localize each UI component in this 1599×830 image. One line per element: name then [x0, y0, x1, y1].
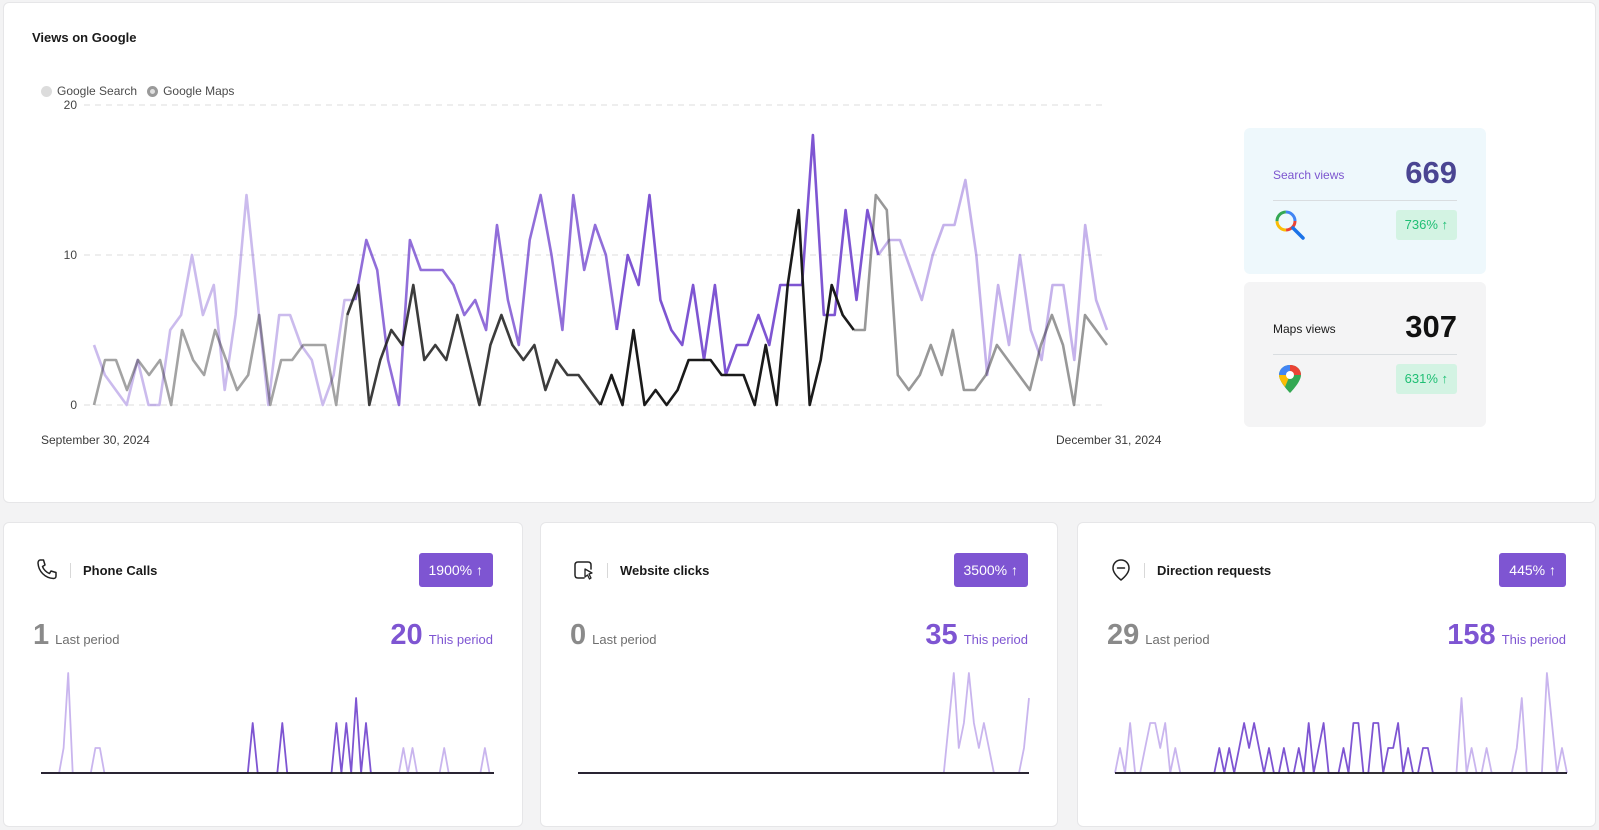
metric-change-badge: 445% ↑ [1499, 553, 1566, 587]
map-pin-icon [1279, 365, 1301, 393]
legend-dot-icon [41, 85, 52, 97]
last-period: 29 Last period [1107, 619, 1210, 652]
metric-change-badge: 3500% ↑ [953, 553, 1028, 587]
last-period-value: 0 [570, 619, 587, 651]
last-period-value: 1 [33, 619, 50, 651]
legend-dot-icon [147, 85, 159, 97]
website-click-icon [574, 561, 593, 580]
metric-sparkline [1114, 672, 1568, 774]
card-title: Views on Google [32, 30, 137, 45]
series-line-search [354, 193, 619, 407]
views-card: Views on Google Google Search Google Map… [3, 2, 1596, 503]
metric-title: Phone Calls [83, 563, 158, 578]
this-period-label: This period [1501, 632, 1566, 647]
chart-start-date: September 30, 2024 [41, 433, 150, 447]
last-period-label: Last period [1145, 632, 1210, 647]
divider [1144, 563, 1145, 578]
series-line-search [877, 178, 1109, 377]
chart-legend: Google Search Google Maps [41, 84, 244, 98]
divider [607, 563, 608, 578]
search-views-value: 669 [1405, 155, 1457, 190]
metric-sparkline [41, 672, 494, 774]
metric-change-badge: 1900% ↑ [418, 553, 493, 587]
maps-views-summary: Maps views 307 631% ↑ [1244, 282, 1486, 427]
last-period-label: Last period [592, 632, 657, 647]
search-views-summary: Search views 669 736% ↑ [1244, 128, 1486, 274]
series-line-maps [346, 283, 602, 407]
direction-icon [1112, 559, 1130, 581]
legend-label: Google Search [57, 84, 138, 98]
sparkline-current [1115, 722, 1567, 774]
this-period-value: 20 [390, 619, 423, 651]
series-line-search [615, 133, 880, 377]
legend-item-maps[interactable]: Google Maps [147, 84, 234, 98]
this-period-value: 158 [1447, 619, 1496, 651]
series-line-maps [599, 208, 855, 407]
this-period: 35 This period [925, 619, 1028, 652]
series-line-maps [853, 193, 1109, 407]
metric-sparkline [578, 672, 1030, 774]
metric-title: Direction requests [1157, 563, 1272, 578]
last-period-label: Last period [55, 632, 120, 647]
metric-title: Website clicks [620, 563, 710, 578]
legend-label: Google Maps [163, 84, 235, 98]
last-period-value: 29 [1107, 619, 1140, 651]
chart-end-date: December 31, 2024 [1056, 433, 1162, 447]
maps-views-value: 307 [1405, 309, 1457, 344]
maps-views-change-badge: 631% ↑ [1395, 364, 1457, 394]
this-period: 158 This period [1447, 619, 1566, 652]
divider [70, 563, 71, 578]
sparkline-previous [578, 672, 1030, 774]
maps-views-label: Maps views [1273, 322, 1336, 336]
legend-item-search[interactable]: Google Search [41, 84, 137, 98]
y-tick-label: 20 [64, 98, 78, 112]
y-tick-label: 0 [70, 398, 77, 412]
search-magnifier-icon [1275, 210, 1305, 240]
direction-requests-card: Direction requests 445% ↑ 29 Last period … [1077, 522, 1596, 827]
divider [1273, 354, 1457, 355]
website-clicks-card: Website clicks 3500% ↑ 0 Last period 35 Th… [540, 522, 1058, 827]
divider [1273, 200, 1457, 201]
search-views-change-badge: 736% ↑ [1395, 210, 1457, 240]
phone-calls-card: Phone Calls 1900% ↑ 1 Last period 20 This … [3, 522, 523, 827]
y-tick-label: 10 [64, 248, 78, 262]
last-period: 1 Last period [33, 619, 119, 652]
this-period-label: This period [963, 632, 1028, 647]
phone-icon [37, 559, 57, 580]
this-period-label: This period [428, 632, 493, 647]
sparkline-previous [41, 672, 494, 774]
this-period: 20 This period [390, 619, 493, 652]
last-period: 0 Last period [570, 619, 656, 652]
sparkline-current [41, 697, 494, 774]
series-line-search [92, 193, 356, 407]
this-period-value: 35 [925, 619, 958, 651]
series-line-maps [92, 313, 349, 407]
views-line-chart: 0 10 20 [64, 98, 1109, 412]
search-views-label: Search views [1273, 168, 1345, 182]
